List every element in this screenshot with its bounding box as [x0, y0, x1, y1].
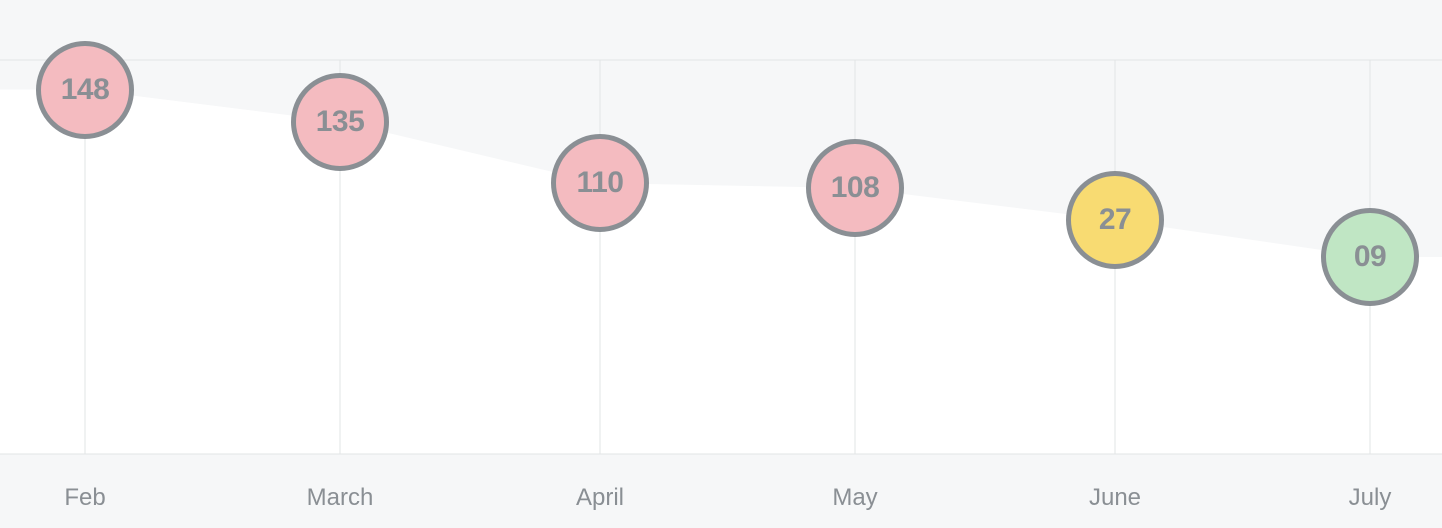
- data-point[interactable]: 27: [1066, 171, 1164, 269]
- data-point-label: 135: [316, 105, 365, 139]
- data-point-label: 108: [831, 171, 880, 205]
- data-point[interactable]: 108: [806, 139, 904, 237]
- data-point[interactable]: 110: [551, 134, 649, 232]
- data-point-label: 148: [61, 73, 110, 107]
- data-point[interactable]: 148: [36, 41, 134, 139]
- data-point-label: 27: [1099, 203, 1131, 237]
- data-point-label: 09: [1354, 240, 1386, 274]
- trend-chart: 1481351101082709 FebMarchAprilMayJuneJul…: [0, 0, 1442, 528]
- data-point-label: 110: [577, 166, 624, 200]
- chart-svg: [0, 0, 1442, 528]
- data-point[interactable]: 135: [291, 73, 389, 171]
- data-point[interactable]: 09: [1321, 208, 1419, 306]
